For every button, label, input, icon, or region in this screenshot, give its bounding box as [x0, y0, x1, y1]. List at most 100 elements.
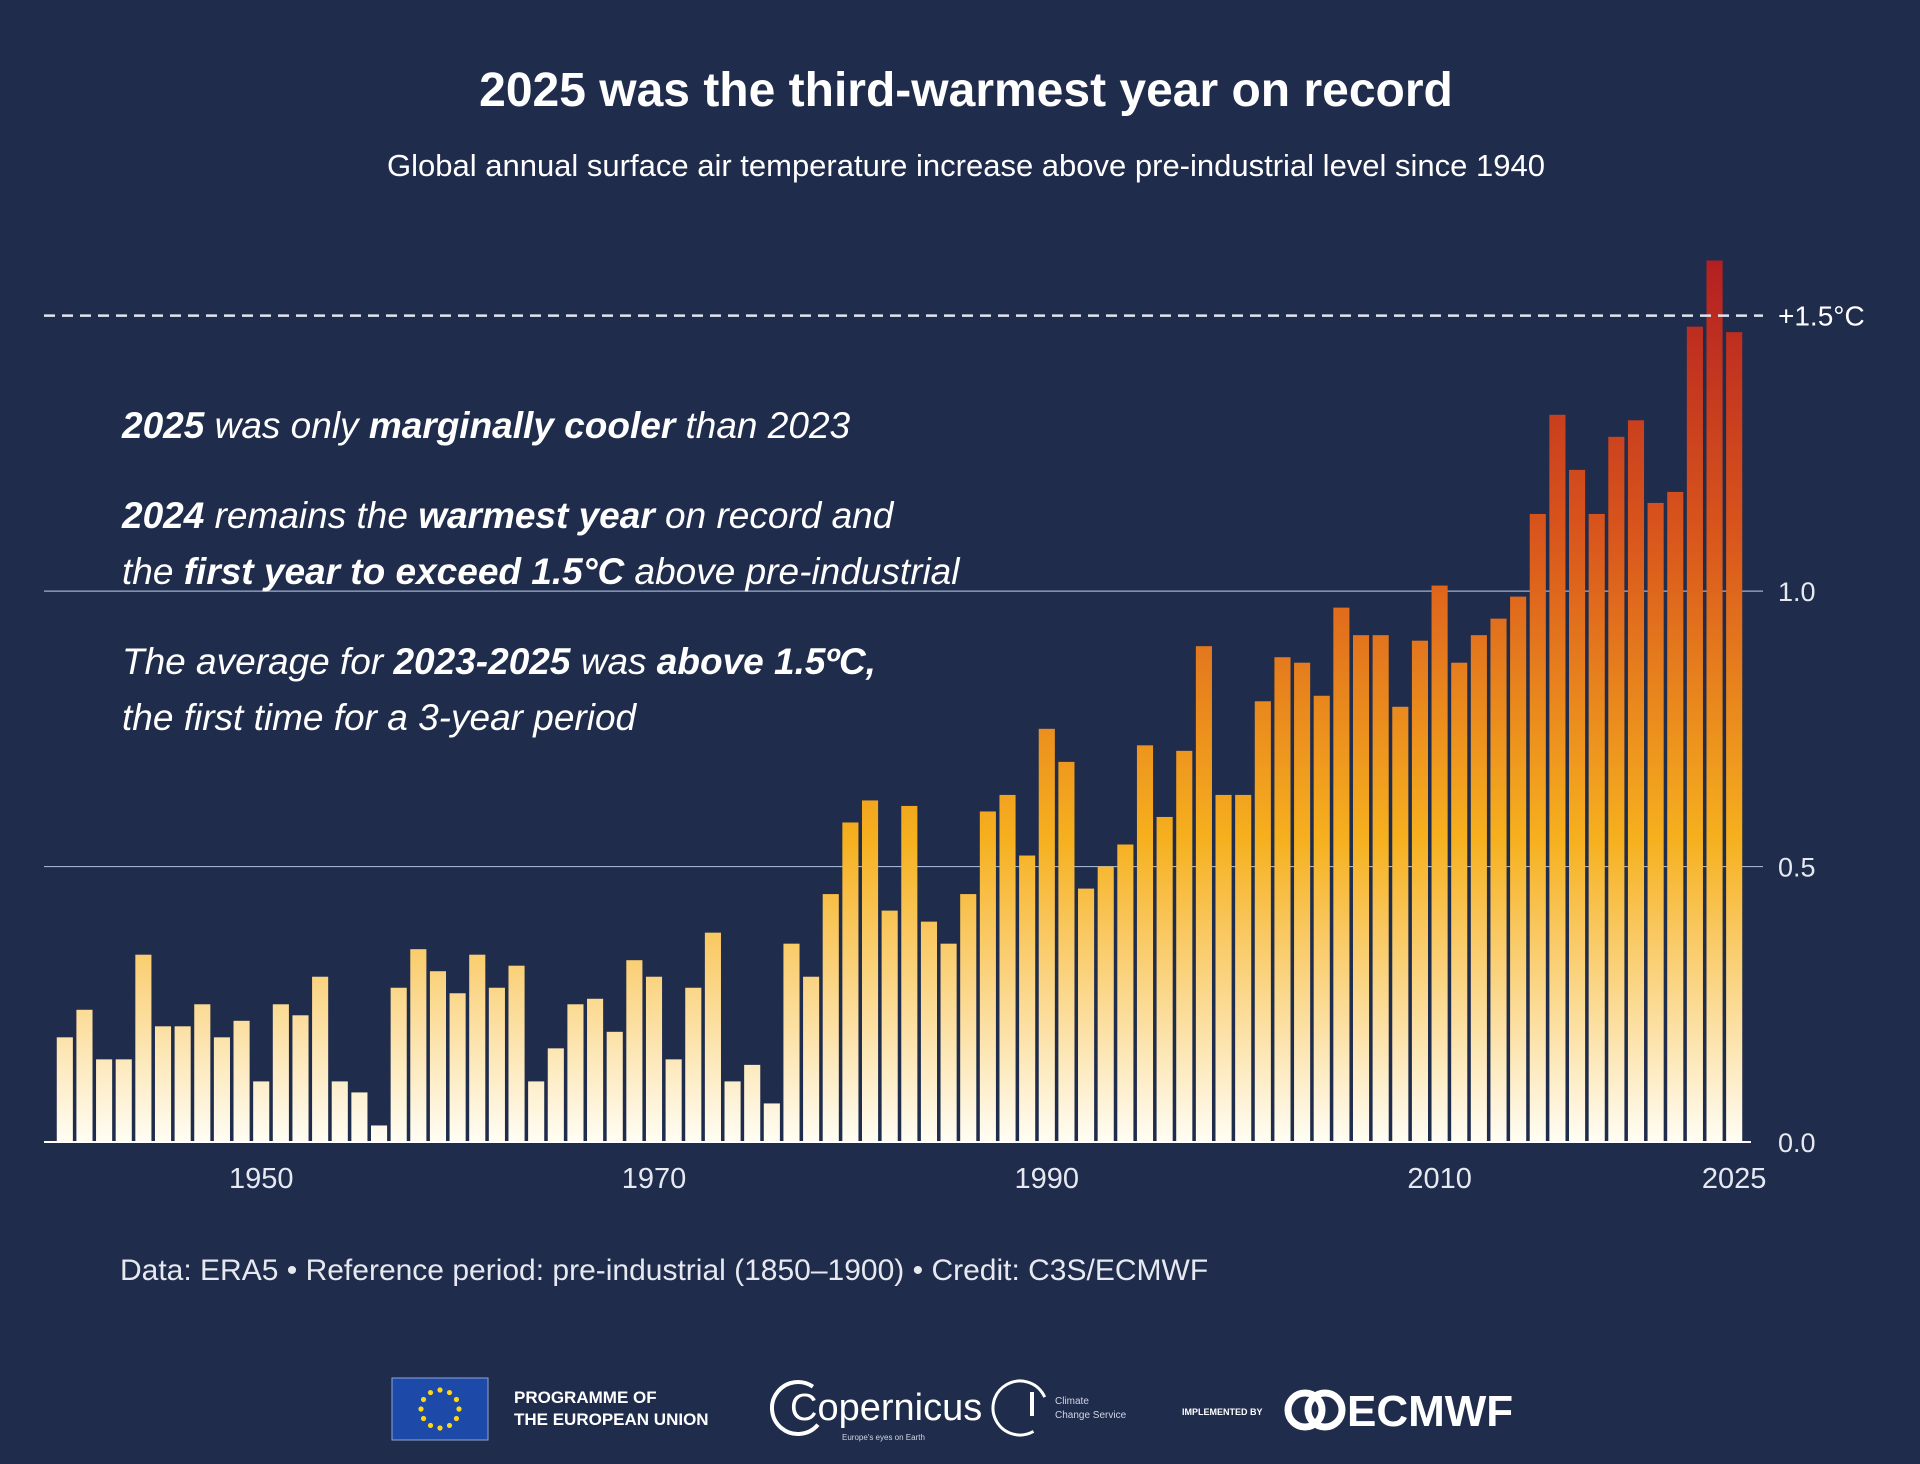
bar — [194, 1004, 211, 1142]
bar — [488, 987, 505, 1142]
bar — [1254, 701, 1271, 1142]
annotation: the first time for a 3-year period — [122, 697, 638, 738]
annotation-run: than 2023 — [675, 405, 850, 446]
annotation: 2025 was only marginally cooler than 202… — [121, 405, 851, 446]
annotation-run: 2024 — [121, 495, 204, 536]
bar — [940, 943, 957, 1142]
c3s-thermometer — [1030, 1392, 1034, 1416]
bar — [1569, 469, 1586, 1143]
eu-text: THE EUROPEAN UNION — [514, 1410, 709, 1429]
bar — [331, 1081, 348, 1142]
bar — [1019, 855, 1036, 1142]
c3s-ring — [991, 1379, 1049, 1437]
bar — [979, 811, 996, 1142]
bar — [587, 998, 604, 1142]
bar — [1235, 794, 1252, 1142]
annotation-run: on record and — [655, 495, 895, 536]
bar — [272, 1004, 289, 1142]
source-note: Data: ERA5 • Reference period: pre-indus… — [120, 1254, 1208, 1287]
c3s-logo: Climate Change Service — [991, 1379, 1127, 1437]
bar — [744, 1064, 761, 1142]
bar — [410, 949, 427, 1142]
bar — [822, 894, 839, 1142]
bar — [803, 976, 820, 1142]
bar — [253, 1081, 270, 1142]
eu-flag — [391, 1377, 489, 1441]
eu-star — [427, 1389, 434, 1396]
eu-stars — [418, 1387, 462, 1431]
reference-label: +1.5°C — [1778, 301, 1865, 332]
bar — [1078, 888, 1095, 1142]
bar — [901, 805, 918, 1142]
annotation-run: 2025 — [121, 405, 206, 446]
y-tick-label: 0.5 — [1778, 853, 1816, 883]
annotation-run: marginally cooler — [369, 405, 678, 446]
eu-star — [446, 1389, 453, 1396]
bar — [1510, 596, 1527, 1142]
ecmwf-logo: IMPLEMENTED BY ECMWF — [1182, 1387, 1513, 1436]
bar — [1038, 728, 1055, 1142]
bar — [1411, 640, 1428, 1142]
bar — [213, 1037, 230, 1142]
bar — [1294, 662, 1311, 1142]
bar — [724, 1081, 741, 1142]
bar — [1097, 866, 1114, 1142]
bar — [312, 976, 329, 1142]
bar — [1176, 750, 1193, 1142]
bar — [1549, 414, 1566, 1142]
c3s-text: Climate — [1055, 1396, 1089, 1407]
eu-star — [437, 1425, 443, 1431]
y-tick-label: 0.0 — [1778, 1128, 1816, 1158]
bar — [567, 1004, 584, 1142]
bar — [76, 1009, 93, 1142]
bar — [1195, 646, 1212, 1142]
bar — [154, 1026, 172, 1142]
bar — [606, 1031, 623, 1142]
bar — [1392, 706, 1409, 1142]
ecmwf-mark — [1284, 1389, 1326, 1431]
copernicus-tagline: Europe's eyes on Earth — [842, 1433, 925, 1442]
bar — [449, 993, 466, 1142]
bar — [1667, 491, 1684, 1143]
bar — [1333, 607, 1350, 1142]
eu-logo: PROGRAMME OF THE EUROPEAN UNION — [391, 1377, 709, 1441]
bar — [1608, 436, 1625, 1142]
bar — [1490, 618, 1507, 1142]
bar — [429, 971, 447, 1142]
bar — [704, 932, 721, 1142]
bar — [1274, 657, 1291, 1142]
bar — [1470, 635, 1487, 1142]
bar — [1706, 260, 1723, 1143]
eu-star — [437, 1387, 443, 1393]
eu-star — [420, 1415, 427, 1422]
bar — [783, 943, 800, 1142]
bar — [1647, 502, 1664, 1143]
bar — [1156, 816, 1173, 1142]
bar — [1431, 585, 1448, 1142]
bar — [1117, 844, 1134, 1142]
bar — [1588, 513, 1605, 1142]
bar — [1313, 695, 1330, 1142]
chart-subtitle: Global annual surface air temperature in… — [387, 148, 1545, 183]
chart-title: 2025 was the third-warmest year on recor… — [479, 64, 1453, 117]
annotation-run: warmest year — [418, 495, 657, 536]
bar — [763, 1103, 780, 1142]
bar — [881, 910, 898, 1142]
x-tick-label: 2025 — [1702, 1163, 1767, 1195]
c3s-text: Change Service — [1055, 1410, 1127, 1421]
y-tick-label: 1.0 — [1778, 577, 1816, 607]
x-tick-label: 2010 — [1407, 1163, 1472, 1195]
bar — [861, 800, 879, 1142]
bar — [56, 1037, 73, 1142]
annotation: The average for 2023-2025 was above 1.5º… — [122, 641, 876, 682]
bar — [1627, 420, 1645, 1142]
bar — [135, 954, 152, 1142]
bar — [508, 965, 525, 1142]
eu-text: PROGRAMME OF — [514, 1388, 657, 1407]
bar — [115, 1059, 132, 1142]
bar — [626, 960, 643, 1142]
bar — [1372, 635, 1389, 1142]
bar — [960, 894, 977, 1142]
bar — [1058, 761, 1075, 1142]
